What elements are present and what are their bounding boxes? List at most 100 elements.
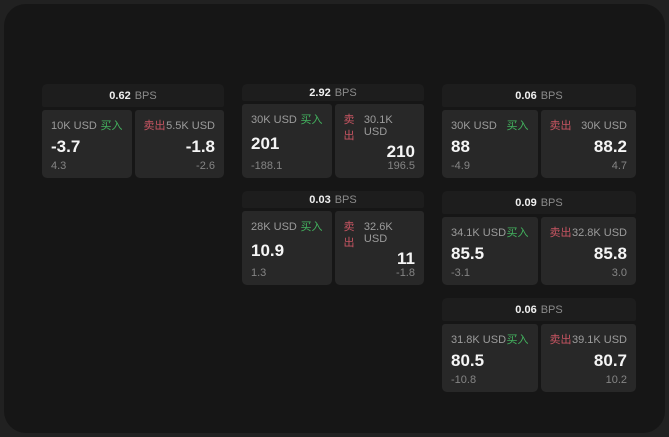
buy-label: 买入: [300, 114, 323, 126]
bps-unit: BPS: [540, 303, 563, 316]
panel-top: 卖出 30.1K USD: [344, 111, 416, 143]
buy-price: 10.9: [251, 241, 285, 260]
buy-panel[interactable]: 31.8K USD 买入 80.5 -10.8: [442, 324, 538, 392]
sell-label: 卖出: [343, 114, 355, 142]
sell-amount: 32.8K USD: [571, 227, 627, 239]
bps-header: 2.92 BPS: [242, 84, 424, 101]
quote-card: 2.92 BPS 30K USD 买入 201 -188.1 卖出 30.1K …: [242, 84, 424, 178]
bps-value: 0.06: [515, 303, 537, 316]
sell-delta: -2.6: [196, 160, 215, 172]
sell-delta: 10.2: [605, 374, 627, 386]
buy-delta: 1.3: [251, 267, 267, 279]
buy-amount: 31.8K USD: [451, 334, 507, 346]
panel-top: 卖出 30K USD: [550, 117, 628, 133]
panel-top: 卖出 39.1K USD: [550, 331, 628, 347]
card-body: 34.1K USD 买入 85.5 -3.1 卖出 32.8K USD 85.8…: [442, 217, 636, 285]
card-body: 31.8K USD 买入 80.5 -10.8 卖出 39.1K USD 80.…: [442, 324, 636, 392]
quote-board: 0.62 BPS 10K USD 买入 -3.7 4.3 卖出 5.5K USD: [42, 84, 636, 392]
buy-panel[interactable]: 28K USD 买入 10.9 1.3: [242, 211, 332, 285]
buy-price: 80.5: [451, 351, 485, 370]
bps-header: 0.06 BPS: [442, 298, 636, 321]
bps-value: 0.62: [109, 89, 131, 102]
sell-amount: 5.5K USD: [166, 120, 215, 132]
quote-card: 0.09 BPS 34.1K USD 买入 85.5 -3.1 卖出 32.8K…: [442, 191, 636, 285]
sell-panel[interactable]: 卖出 39.1K USD 80.7 10.2: [540, 324, 636, 392]
sell-panel[interactable]: 卖出 32.8K USD 85.8 3.0: [540, 217, 636, 285]
panel-top: 30K USD 买入: [251, 111, 323, 127]
panel-top: 卖出 32.8K USD: [550, 224, 628, 240]
buy-delta: -188.1: [251, 160, 283, 172]
card-body: 10K USD 买入 -3.7 4.3 卖出 5.5K USD -1.8 -2.…: [42, 110, 224, 178]
sell-delta: 3.0: [611, 267, 627, 279]
app-window: 0.62 BPS 10K USD 买入 -3.7 4.3 卖出 5.5K USD: [4, 4, 665, 433]
bps-value: 0.09: [515, 196, 537, 209]
sell-panel[interactable]: 卖出 5.5K USD -1.8 -2.6: [134, 110, 224, 178]
panel-top: 10K USD 买入: [51, 117, 123, 133]
sell-panel[interactable]: 卖出 32.6K USD 11 -1.8: [334, 211, 424, 285]
sell-price: 11: [397, 249, 415, 268]
bps-value: 0.03: [309, 193, 331, 206]
panel-top: 31.8K USD 买入: [451, 331, 529, 347]
buy-amount: 10K USD: [51, 120, 97, 132]
panel-top: 34.1K USD 买入: [451, 224, 529, 240]
buy-label: 买入: [506, 227, 529, 239]
sell-label: 卖出: [549, 227, 572, 239]
buy-delta: -10.8: [451, 374, 477, 386]
sell-delta: 196.5: [387, 160, 415, 172]
sell-delta: 4.7: [611, 160, 627, 172]
bps-unit: BPS: [540, 89, 563, 102]
bps-header: 0.06 BPS: [442, 84, 636, 107]
buy-label: 买入: [100, 120, 123, 132]
buy-label: 买入: [506, 334, 529, 346]
quote-card: 0.03 BPS 28K USD 买入 10.9 1.3 卖出 32.6K US…: [242, 191, 424, 285]
sell-amount: 30K USD: [581, 120, 627, 132]
buy-price: 85.5: [451, 244, 485, 263]
buy-delta: 4.3: [51, 160, 67, 172]
sell-label: 卖出: [143, 120, 166, 132]
buy-panel[interactable]: 30K USD 买入 88 -4.9: [442, 110, 538, 178]
panel-top: 30K USD 买入: [451, 117, 529, 133]
card-body: 30K USD 买入 201 -188.1 卖出 30.1K USD 210 1…: [242, 104, 424, 178]
sell-label: 卖出: [549, 334, 572, 346]
sell-label: 卖出: [343, 221, 355, 249]
buy-delta: -3.1: [451, 267, 470, 279]
buy-price: 88: [451, 137, 470, 156]
sell-price: 80.7: [593, 351, 627, 370]
buy-panel[interactable]: 30K USD 买入 201 -188.1: [242, 104, 332, 178]
buy-amount: 30K USD: [251, 114, 297, 126]
sell-price: 85.8: [593, 244, 627, 263]
bps-header: 0.09 BPS: [442, 191, 636, 214]
quote-card: 0.06 BPS 30K USD 买入 88 -4.9 卖出 30K USD: [442, 84, 636, 178]
quote-card: 0.62 BPS 10K USD 买入 -3.7 4.3 卖出 5.5K USD: [42, 84, 224, 178]
buy-panel[interactable]: 34.1K USD 买入 85.5 -3.1: [442, 217, 538, 285]
panel-top: 卖出 5.5K USD: [144, 117, 216, 133]
buy-price: 201: [251, 134, 280, 153]
buy-price: -3.7: [51, 137, 81, 156]
sell-amount: 32.6K USD: [363, 221, 393, 245]
bps-unit: BPS: [134, 89, 157, 102]
panel-top: 卖出 32.6K USD: [344, 218, 416, 250]
panel-top: 28K USD 买入: [251, 218, 323, 234]
sell-panel[interactable]: 卖出 30.1K USD 210 196.5: [334, 104, 424, 178]
sell-price: -1.8: [185, 137, 215, 156]
card-body: 28K USD 买入 10.9 1.3 卖出 32.6K USD 11 -1.8: [242, 211, 424, 285]
bps-value: 0.06: [515, 89, 537, 102]
bps-unit: BPS: [334, 86, 357, 99]
bps-unit: BPS: [540, 196, 563, 209]
sell-label: 卖出: [549, 120, 572, 132]
sell-amount: 39.1K USD: [571, 334, 627, 346]
buy-amount: 30K USD: [451, 120, 497, 132]
buy-panel[interactable]: 10K USD 买入 -3.7 4.3: [42, 110, 132, 178]
sell-amount: 30.1K USD: [363, 114, 393, 138]
buy-amount: 28K USD: [251, 221, 297, 233]
buy-delta: -4.9: [451, 160, 470, 172]
sell-price: 210: [386, 142, 415, 161]
buy-label: 买入: [300, 221, 323, 233]
bps-header: 0.03 BPS: [242, 191, 424, 208]
quote-card: 0.06 BPS 31.8K USD 买入 80.5 -10.8 卖出 39.1…: [442, 298, 636, 392]
buy-amount: 34.1K USD: [451, 227, 507, 239]
sell-panel[interactable]: 卖出 30K USD 88.2 4.7: [540, 110, 636, 178]
card-body: 30K USD 买入 88 -4.9 卖出 30K USD 88.2 4.7: [442, 110, 636, 178]
bps-value: 2.92: [309, 86, 331, 99]
bps-unit: BPS: [334, 193, 357, 206]
